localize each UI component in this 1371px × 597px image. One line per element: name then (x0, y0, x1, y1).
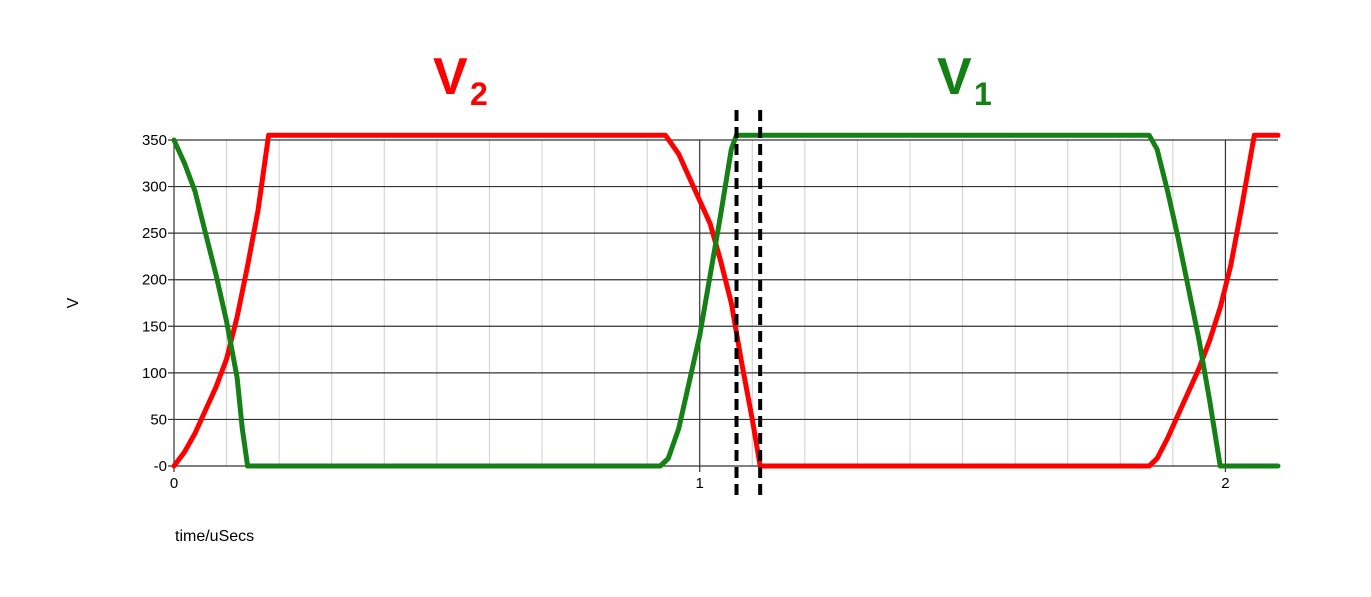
tick-labels: -0 50 100 150 200 250 300 350 0 1 2 (142, 132, 1230, 492)
y-tick-label: 50 (150, 411, 167, 428)
series-title-v1-base: V (937, 48, 972, 106)
y-tick-label: 200 (142, 272, 167, 289)
series-title-v2-subscript: 2 (470, 76, 488, 112)
y-tick-label: -0 (154, 458, 167, 475)
x-axis-label: time/uSecs (175, 528, 254, 545)
y-tick-label: 250 (142, 225, 167, 242)
x-tick-label: 2 (1221, 475, 1229, 492)
series-title-v2-base: V (433, 48, 468, 106)
series-title-v1-subscript: 1 (974, 76, 992, 112)
series-title-v2: V 2 (433, 48, 488, 112)
series-line-v2 (171, 132, 1281, 469)
series-title-v1: V 1 (937, 48, 992, 112)
series-line-v1 (171, 132, 1281, 469)
x-tick-label: 0 (170, 475, 178, 492)
time-markers (734, 110, 763, 496)
series-lines (171, 132, 1281, 469)
y-tick-label: 350 (142, 132, 167, 149)
y-tick-label: 150 (142, 318, 167, 335)
y-tick-label: 100 (142, 365, 167, 382)
y-tick-label: 300 (142, 179, 167, 196)
y-axis-label: V (65, 297, 82, 308)
x-tick-label: 1 (696, 475, 704, 492)
